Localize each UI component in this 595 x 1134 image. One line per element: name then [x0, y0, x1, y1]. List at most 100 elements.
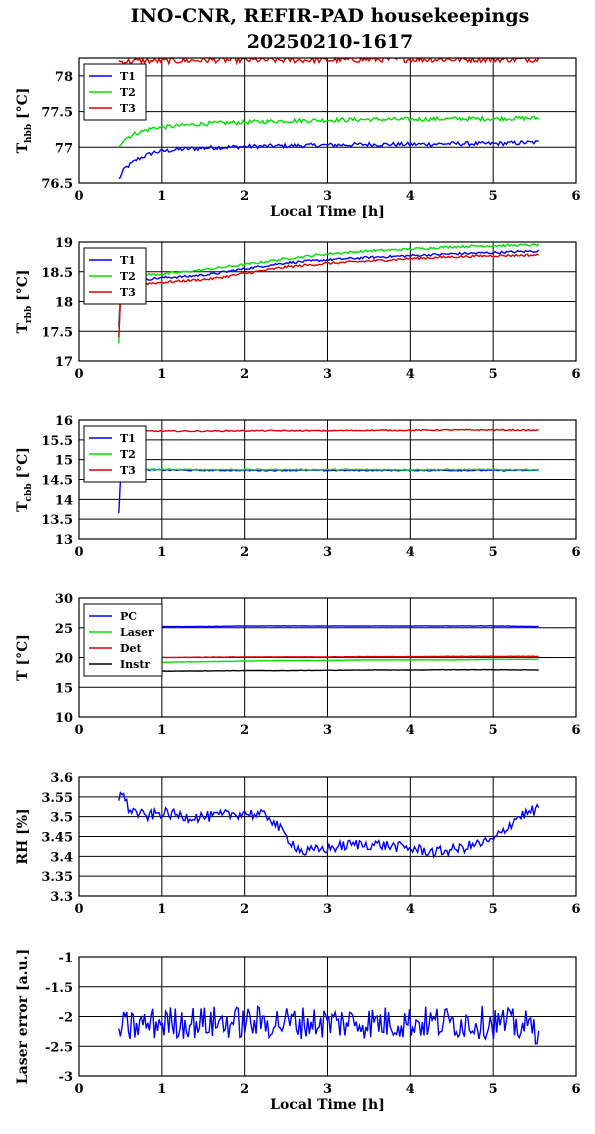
y-tick-label: 3.55: [41, 791, 73, 806]
figure-title-line-1: INO-CNR, REFIR-PAD housekeepings: [131, 5, 530, 27]
legend: T1 T2 T3: [83, 425, 147, 483]
legend: PC Laser Det Instr: [83, 603, 163, 677]
series-line-pc: [118, 625, 539, 629]
series-line-t2: [118, 115, 540, 148]
series-line-t1: [118, 249, 540, 327]
x-tick-label: 1: [157, 189, 166, 204]
plot-frame: [78, 419, 577, 540]
x-tick-label: 4: [406, 902, 415, 917]
legend-label: Det: [120, 642, 143, 655]
plot-frame: [78, 597, 577, 718]
y-axis-label: RH [%]: [15, 808, 31, 864]
legend-label: T2: [120, 448, 136, 461]
y-tick-label: 3.3: [50, 890, 73, 905]
y-tick-label: -2.5: [45, 1040, 73, 1055]
legend: T1 T2 T3: [83, 63, 147, 121]
y-tick-label: 17: [55, 355, 73, 370]
y-tick-label: 17.5: [41, 325, 73, 340]
series-line-t3: [118, 58, 540, 66]
y-axis-label: Trbb [°C]: [15, 269, 34, 333]
y-axis-label: Tcbb [°C]: [15, 447, 34, 512]
y-tick-label: -1.5: [45, 981, 73, 996]
x-tick-label: 3: [323, 1082, 332, 1097]
x-tick-label: 6: [571, 189, 580, 204]
y-tick-label: 13.5: [41, 513, 73, 528]
x-tick-label: 2: [240, 189, 249, 204]
chart-panels: 76.5 77 77.5 78 0 1 2 3 4 5 6 Local Time [h] Thbb [°…: [15, 57, 581, 1113]
series-line-t3: [118, 428, 539, 437]
x-tick-label: 2: [240, 367, 249, 382]
y-tick-label: 20: [55, 652, 73, 667]
legend-label: T1: [120, 254, 136, 267]
y-tick-label: 30: [55, 592, 73, 607]
x-tick-label: 4: [406, 189, 415, 204]
legend-label: Instr: [120, 658, 150, 671]
legend-label: T2: [120, 86, 136, 99]
y-tick-label: -3: [59, 1070, 73, 1085]
x-tick-label: 5: [489, 902, 498, 917]
legend-label: PC: [120, 610, 137, 623]
legend-label: T3: [120, 464, 136, 477]
x-tick-label: 5: [489, 723, 498, 738]
y-axis-label: Thbb [°C]: [15, 88, 34, 154]
series-line-series-1: [118, 1005, 540, 1045]
chart-panel-6: -3 -2.5 -2 -1.5 -1 0 1 2 3 4 5 6 Local Time [h] Laser…: [15, 949, 581, 1113]
x-tick-label: 0: [74, 367, 83, 382]
y-tick-label: 3.35: [41, 870, 73, 885]
legend-label: T3: [120, 102, 136, 115]
x-tick-label: 3: [323, 902, 332, 917]
x-tick-label: 4: [406, 545, 415, 560]
series-line-laser: [118, 658, 539, 665]
x-tick-label: 5: [489, 189, 498, 204]
y-tick-label: 14: [55, 493, 73, 508]
series-line-series-1: [118, 790, 540, 859]
series-line-det: [118, 655, 539, 659]
chart-panel-4: 10 15 20 25 30 0 1 2 3 4 5 6 T [°C] PC Laser Det Instr: [15, 592, 581, 738]
x-tick-label: 2: [240, 723, 249, 738]
x-tick-label: 0: [74, 1082, 83, 1097]
x-tick-label: 3: [323, 367, 332, 382]
x-tick-label: 0: [74, 902, 83, 917]
series-group: [118, 625, 539, 673]
x-tick-label: 5: [489, 545, 498, 560]
x-tick-label: 1: [157, 367, 166, 382]
y-tick-label: 77: [55, 141, 73, 156]
x-tick-label: 4: [406, 1082, 415, 1097]
x-tick-label: 6: [571, 723, 580, 738]
legend-label: T3: [120, 286, 136, 299]
series-line-instr: [118, 668, 539, 673]
y-tick-label: 77.5: [41, 106, 73, 121]
y-tick-label: 19: [55, 236, 73, 251]
x-axis-label: Local Time [h]: [270, 1097, 385, 1113]
series-line-t1: [118, 468, 539, 514]
y-axis-label: T [°C]: [15, 634, 31, 681]
y-tick-label: 10: [55, 711, 73, 726]
y-tick-label: -1: [59, 951, 73, 966]
plot-frame: [78, 57, 577, 184]
chart-panel-1: 76.5 77 77.5 78 0 1 2 3 4 5 6 Local Time [h] Thbb [°…: [15, 57, 581, 220]
y-tick-label: 13: [55, 533, 73, 548]
plot-frame: [78, 776, 577, 897]
series-line-t1: [118, 140, 539, 180]
chart-panel-5: 3.3 3.35 3.4 3.45 3.5 3.55 3.6 0 1 2 3 4 5 6 RH [%]: [15, 771, 581, 917]
x-tick-label: 5: [489, 367, 498, 382]
series-group: [118, 243, 540, 344]
x-tick-label: 5: [489, 1082, 498, 1097]
series-group: [118, 428, 540, 514]
y-axis-label: Laser error [a.u.]: [15, 949, 31, 1084]
series-group: [118, 58, 540, 180]
y-tick-label: 15: [55, 681, 73, 696]
figure-title-line-2: 20250210-1617: [247, 31, 414, 53]
y-tick-label: 25: [55, 622, 73, 637]
chart-panel-2: 17 17.5 18 18.5 19 0 1 2 3 4 5 6 Trbb [°C] T1 T2 T3: [15, 236, 581, 382]
y-tick-label: 16: [55, 414, 73, 429]
x-tick-label: 3: [323, 189, 332, 204]
x-tick-label: 6: [571, 902, 580, 917]
series-group: [118, 790, 540, 859]
x-tick-label: 6: [571, 367, 580, 382]
series-line-t3: [118, 253, 540, 338]
x-tick-label: 0: [74, 545, 83, 560]
x-tick-label: 0: [74, 723, 83, 738]
x-tick-label: 2: [240, 1082, 249, 1097]
